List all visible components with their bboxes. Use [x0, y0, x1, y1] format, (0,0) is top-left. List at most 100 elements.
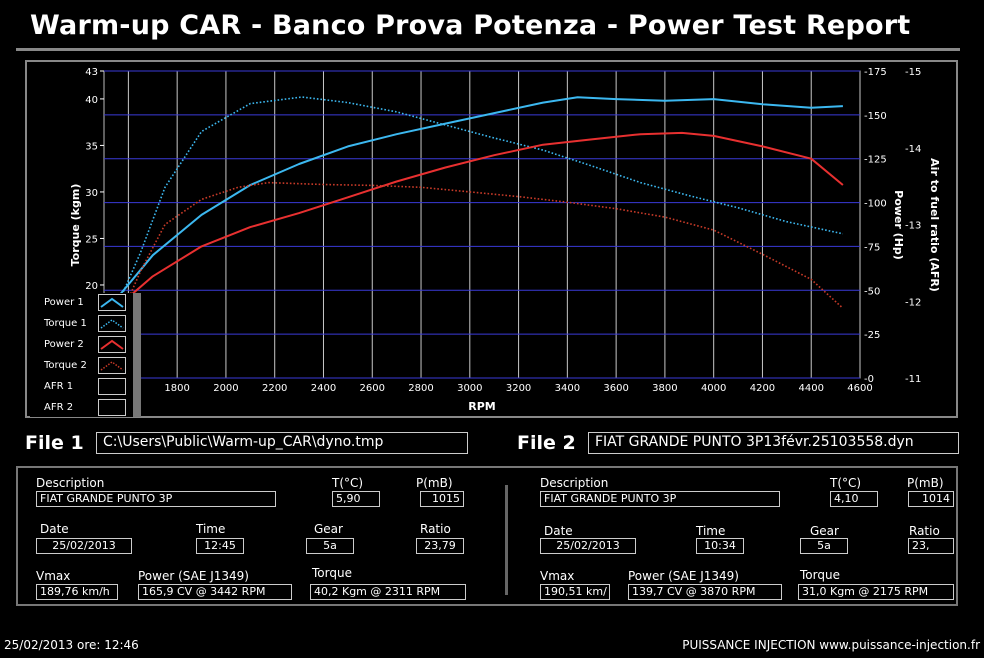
- legend-label: AFR 1: [44, 381, 74, 392]
- series-line-power-2: [115, 131, 844, 309]
- afr2-line-swatch-icon: [98, 399, 126, 416]
- torque-tick-label: 25: [85, 234, 98, 245]
- panel-separator: [505, 485, 508, 595]
- torque-tick-label: 35: [85, 141, 98, 152]
- time-label: Time: [196, 522, 226, 536]
- vmax-label: Vmax: [36, 569, 71, 583]
- x-tick-label: 3800: [652, 383, 677, 394]
- legend-scrollbar[interactable]: [133, 293, 141, 417]
- afr-axis-label: Air to fuel ratio (AFR): [928, 158, 941, 292]
- power-tick-label: -100: [864, 199, 887, 210]
- description-label: Description: [36, 476, 105, 490]
- test2-date-field[interactable]: 25/02/2013: [540, 538, 636, 554]
- legend-item-afr1[interactable]: AFR 1: [30, 377, 134, 398]
- test2-vmax-field[interactable]: 190,51 km/: [540, 584, 610, 600]
- chart-legend: Power 1 Torque 1 Power 2 Torque 2 AFR 1 …: [30, 293, 134, 417]
- test1-torque-field[interactable]: 40,2 Kgm @ 2311 RPM: [310, 584, 466, 600]
- legend-item-power2[interactable]: Power 2: [30, 335, 134, 356]
- time-label: Time: [696, 524, 726, 538]
- legend-label: Torque 1: [44, 318, 87, 329]
- torque1-line-swatch-icon: [98, 315, 126, 332]
- x-tick-label: 3600: [603, 383, 628, 394]
- afr-tick-label: -14: [905, 144, 921, 155]
- title-divider: [16, 48, 960, 51]
- afr-tick-label: -12: [905, 297, 921, 308]
- file1-label: File 1: [25, 432, 84, 454]
- x-tick-label: 1800: [164, 383, 189, 394]
- ratio-label: Ratio: [420, 522, 451, 536]
- legend-label: Power 2: [44, 339, 84, 350]
- temp-label: T(°C): [830, 476, 862, 490]
- pressure-label: P(mB): [907, 476, 944, 490]
- vmax-label: Vmax: [540, 569, 575, 583]
- test1-temp-field[interactable]: 5,90: [332, 491, 380, 507]
- test2-ratio-field[interactable]: 23,: [908, 538, 954, 554]
- torque-axis-label: Torque (kgm): [69, 184, 82, 267]
- file2-label: File 2: [517, 432, 576, 454]
- power2-line-swatch-icon: [98, 336, 126, 353]
- test1-ratio-field[interactable]: 23,79: [416, 538, 464, 554]
- test2-time-field[interactable]: 10:34: [696, 538, 744, 554]
- power-tick-label: -50: [864, 286, 880, 297]
- test2-power-field[interactable]: 139,7 CV @ 3870 RPM: [628, 584, 782, 600]
- legend-item-torque2[interactable]: Torque 2: [30, 356, 134, 377]
- x-tick-label: 4200: [750, 383, 775, 394]
- x-tick-label: 2600: [360, 383, 385, 394]
- power-label: Power (SAE J1349): [138, 569, 249, 583]
- power-tick-label: -150: [864, 111, 887, 122]
- test1-time-field[interactable]: 12:45: [196, 538, 244, 554]
- x-tick-label: 2800: [408, 383, 433, 394]
- x-tick-label: 2200: [262, 383, 287, 394]
- x-tick-label: 3000: [457, 383, 482, 394]
- test1-gear-field[interactable]: 5a: [306, 538, 354, 554]
- afr-tick-label: -15: [905, 67, 921, 78]
- test1-power-field[interactable]: 165,9 CV @ 3442 RPM: [138, 584, 292, 600]
- legend-item-torque1[interactable]: Torque 1: [30, 314, 134, 335]
- temp-label: T(°C): [332, 476, 364, 490]
- x-tick-label: 4000: [701, 383, 726, 394]
- test1-description-field[interactable]: FIAT GRANDE PUNTO 3P: [36, 491, 276, 507]
- torque-label: Torque: [800, 568, 840, 582]
- afr1-line-swatch-icon: [98, 378, 126, 395]
- test2-description-field[interactable]: FIAT GRANDE PUNTO 3P: [540, 491, 780, 507]
- power-tick-label: -175: [864, 67, 887, 78]
- page-title: Warm-up CAR - Banco Prova Potenza - Powe…: [30, 10, 911, 41]
- file1-path-field[interactable]: C:\Users\Public\Warm-up_CAR\dyno.tmp: [96, 432, 468, 454]
- legend-label: Torque 2: [44, 360, 87, 371]
- legend-label: Power 1: [44, 297, 84, 308]
- afr-tick-label: -13: [905, 221, 921, 232]
- power1-line-swatch-icon: [98, 294, 126, 311]
- x-tick-label: 2400: [311, 383, 336, 394]
- series-line-torque-2: [115, 181, 844, 328]
- test2-pressure-field[interactable]: 1014: [908, 491, 954, 507]
- x-tick-label: 3400: [555, 383, 580, 394]
- test1-pressure-field[interactable]: 1015: [420, 491, 464, 507]
- test2-temp-field[interactable]: 4,10: [830, 491, 878, 507]
- x-tick-label: 4400: [798, 383, 823, 394]
- torque-tick-label: 30: [85, 188, 98, 199]
- file2-path-field[interactable]: FIAT GRANDE PUNTO 3P13févr.25103558.dyn: [588, 432, 959, 454]
- description-label: Description: [540, 476, 609, 490]
- test1-date-field[interactable]: 25/02/2013: [36, 538, 132, 554]
- date-label: Date: [544, 524, 573, 538]
- test2-gear-field[interactable]: 5a: [800, 538, 848, 554]
- torque-tick-label: 40: [85, 95, 98, 106]
- torque-label: Torque: [312, 566, 352, 580]
- afr-tick-label: -11: [905, 374, 921, 385]
- power-tick-label: -0: [864, 374, 874, 385]
- legend-item-afr2[interactable]: AFR 2: [30, 398, 134, 419]
- test1-vmax-field[interactable]: 189,76 km/h: [36, 584, 118, 600]
- power-tick-label: -75: [864, 242, 880, 253]
- footer-datetime: 25/02/2013 ore: 12:46: [4, 638, 139, 652]
- torque-tick-label: 20: [85, 281, 98, 292]
- gear-label: Gear: [810, 524, 839, 538]
- test2-torque-field[interactable]: 31,0 Kgm @ 2175 RPM: [798, 584, 954, 600]
- legend-label: AFR 2: [44, 402, 74, 413]
- torque-tick-label: 43: [85, 67, 98, 78]
- x-tick-label: 4600: [847, 383, 872, 394]
- x-tick-label: 2000: [213, 383, 238, 394]
- power-label: Power (SAE J1349): [628, 569, 739, 583]
- legend-item-power1[interactable]: Power 1: [30, 293, 134, 314]
- x-tick-label: 3200: [506, 383, 531, 394]
- dyno-chart: 1600180020002200240026002800300032003400…: [69, 67, 941, 413]
